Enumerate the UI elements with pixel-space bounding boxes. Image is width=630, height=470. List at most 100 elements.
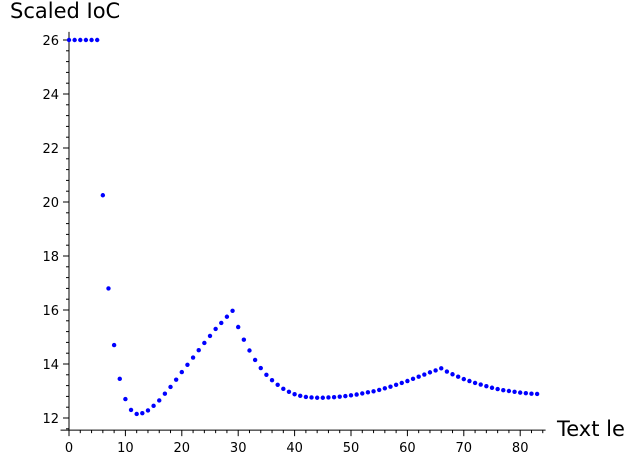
- x-tick-label: 80: [512, 441, 529, 456]
- data-point: [331, 395, 337, 400]
- data-point: [433, 368, 438, 373]
- data-point: [393, 382, 399, 387]
- axes: [60, 31, 546, 432]
- x-tick-label: 30: [230, 441, 247, 456]
- data-point: [343, 393, 348, 399]
- data-point: [484, 383, 489, 389]
- data-point: [518, 390, 523, 395]
- data-point: [241, 337, 247, 342]
- data-point: [382, 386, 388, 391]
- data-point: [140, 410, 145, 416]
- data-point: [523, 390, 529, 396]
- ticks: 0 10 20 30 40 50 60 70 80 12 14 16 18 20 22 24 26: [42, 34, 544, 456]
- y-tick-label: 12: [42, 412, 59, 427]
- x-tick-label: 40: [286, 441, 303, 456]
- data-point: [472, 380, 478, 386]
- y-tick-label: 26: [42, 34, 59, 49]
- data-point: [444, 369, 450, 374]
- data-point: [377, 387, 382, 393]
- data-point: [489, 385, 495, 390]
- data-point: [427, 370, 433, 375]
- data-point: [230, 308, 235, 314]
- data-point: [179, 369, 184, 375]
- data-point: [173, 377, 179, 382]
- x-tick-label: 50: [343, 441, 360, 456]
- data-point: [422, 372, 427, 377]
- data-point: [275, 382, 280, 387]
- data-point: [326, 395, 331, 400]
- data-point: [66, 37, 72, 43]
- data-point: [247, 348, 252, 353]
- data-point: [162, 391, 168, 396]
- data-point: [354, 392, 359, 397]
- data-point: [292, 392, 297, 397]
- data-point: [219, 320, 224, 326]
- data-point: [196, 348, 201, 353]
- data-point: [478, 382, 483, 387]
- data-point: [501, 387, 506, 393]
- data-point: [224, 314, 230, 319]
- data-point: [309, 395, 314, 400]
- data-point: [314, 395, 320, 400]
- data-point: [111, 342, 117, 348]
- data-point: [185, 362, 190, 368]
- data-point: [416, 374, 421, 379]
- data-point: [450, 372, 455, 377]
- data-point: [512, 389, 517, 395]
- data-point: [286, 389, 292, 395]
- data-point: [117, 376, 122, 382]
- x-axis-title: Text le: [556, 417, 625, 441]
- data-point: [89, 37, 94, 43]
- data-point: [207, 333, 213, 339]
- data-point: [134, 411, 139, 417]
- x-tick-label: 10: [117, 441, 134, 456]
- data-point: [320, 395, 325, 400]
- data-point: [72, 37, 77, 43]
- x-tick-label: 20: [174, 441, 191, 456]
- data-point: [264, 372, 269, 377]
- x-tick-label: 60: [399, 441, 416, 456]
- data-point: [405, 378, 410, 384]
- data-point: [236, 324, 241, 330]
- data-point: [439, 366, 444, 371]
- data-point: [252, 357, 258, 363]
- data-point: [202, 340, 207, 346]
- data-point: [213, 326, 218, 332]
- data-point: [157, 398, 162, 403]
- data-point: [128, 407, 134, 413]
- data-point: [495, 386, 500, 392]
- data-points: [66, 37, 540, 417]
- data-point: [145, 408, 151, 413]
- data-point: [95, 37, 100, 43]
- data-point: [371, 389, 376, 394]
- data-point: [506, 388, 512, 394]
- data-point: [399, 380, 404, 386]
- data-point: [455, 374, 461, 379]
- data-point: [168, 384, 173, 390]
- data-point: [303, 394, 309, 400]
- data-point: [123, 396, 128, 402]
- y-tick-label: 20: [42, 196, 59, 211]
- data-point: [529, 391, 534, 396]
- y-axis-title: Scaled IoC: [10, 0, 120, 23]
- data-point: [534, 391, 540, 397]
- data-point: [360, 391, 365, 396]
- data-point: [337, 394, 342, 399]
- data-point: [269, 378, 275, 383]
- data-point: [348, 393, 354, 398]
- data-point: [83, 37, 89, 43]
- y-tick-label: 22: [42, 142, 59, 157]
- data-point: [298, 393, 303, 399]
- data-point: [410, 376, 416, 382]
- data-point: [467, 378, 472, 384]
- data-point: [78, 37, 83, 43]
- y-tick-label: 16: [42, 304, 59, 319]
- data-point: [106, 286, 111, 291]
- data-point: [281, 386, 286, 392]
- y-tick-label: 14: [42, 358, 59, 373]
- y-tick-label: 24: [42, 88, 59, 103]
- data-point: [388, 384, 393, 389]
- x-tick-label: 0: [65, 441, 73, 456]
- data-point: [100, 193, 106, 198]
